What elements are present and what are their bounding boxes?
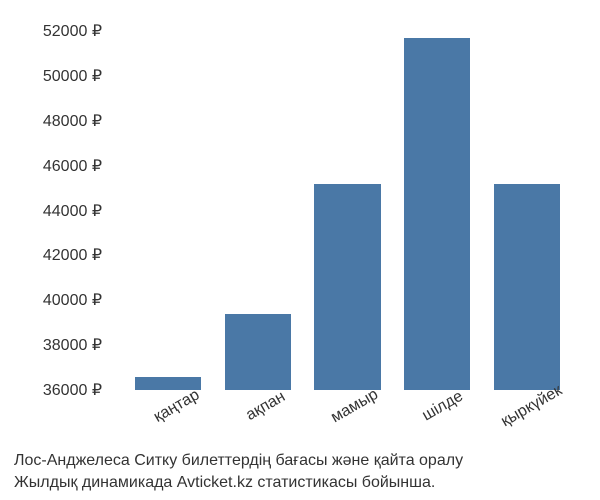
y-tick-label: 40000 ₽ xyxy=(20,290,110,310)
y-tick-label: 42000 ₽ xyxy=(20,245,110,265)
y-tick-label: 46000 ₽ xyxy=(20,156,110,176)
chart-caption: Лос-Анджелеса Ситку билеттердің бағасы ж… xyxy=(10,450,580,493)
bar-column xyxy=(303,20,393,390)
bar-column xyxy=(123,20,213,390)
y-tick-label: 38000 ₽ xyxy=(20,335,110,355)
plot-area: 36000 ₽38000 ₽40000 ₽42000 ₽44000 ₽46000… xyxy=(20,20,580,390)
caption-line-2: Жылдық динамикада Avticket.kz статистика… xyxy=(14,472,580,494)
caption-line-1: Лос-Анджелеса Ситку билеттердің бағасы ж… xyxy=(14,450,580,472)
y-tick-label: 48000 ₽ xyxy=(20,111,110,131)
y-tick-label: 44000 ₽ xyxy=(20,201,110,221)
y-tick-label: 52000 ₽ xyxy=(20,21,110,41)
y-tick-label: 50000 ₽ xyxy=(20,66,110,86)
bar-column xyxy=(213,20,303,390)
bar xyxy=(314,184,380,390)
bar-column xyxy=(482,20,572,390)
chart-container: 36000 ₽ 38000 ₽ 40000 ₽ 42000 ₽ 44000 ₽ 46000… xyxy=(0,0,600,500)
x-axis-labels: қаңтарақпанмамыршілдеқыркүйек xyxy=(115,390,575,450)
bar xyxy=(494,184,560,390)
bars-region xyxy=(115,20,580,390)
bar xyxy=(404,38,470,390)
y-axis: 36000 ₽38000 ₽40000 ₽42000 ₽44000 ₽46000… xyxy=(20,20,110,390)
y-tick-label: 36000 ₽ xyxy=(20,380,110,400)
bar-column xyxy=(392,20,482,390)
